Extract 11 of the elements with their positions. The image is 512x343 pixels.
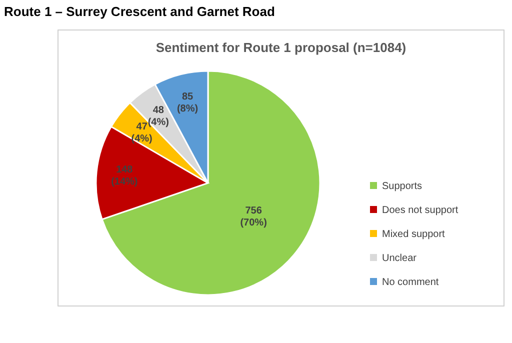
legend-label: Mixed support <box>382 229 446 240</box>
legend-label: Unclear <box>382 253 418 264</box>
chart-subtitle: Sentiment for Route 1 proposal (n=1084) <box>156 40 406 55</box>
legend-label: Supports <box>382 181 422 192</box>
data-label: 148 (14%) <box>111 164 138 188</box>
data-label: 48 (4%) <box>148 105 169 128</box>
chart-title: Route 1 – Surrey Crescent and Garnet Road <box>4 4 275 19</box>
data-label: 756 (70%) <box>240 206 267 229</box>
legend-label: No comment <box>382 277 439 288</box>
data-label: 85 (8%) <box>176 92 198 115</box>
legend-label: Does not support <box>382 205 458 216</box>
